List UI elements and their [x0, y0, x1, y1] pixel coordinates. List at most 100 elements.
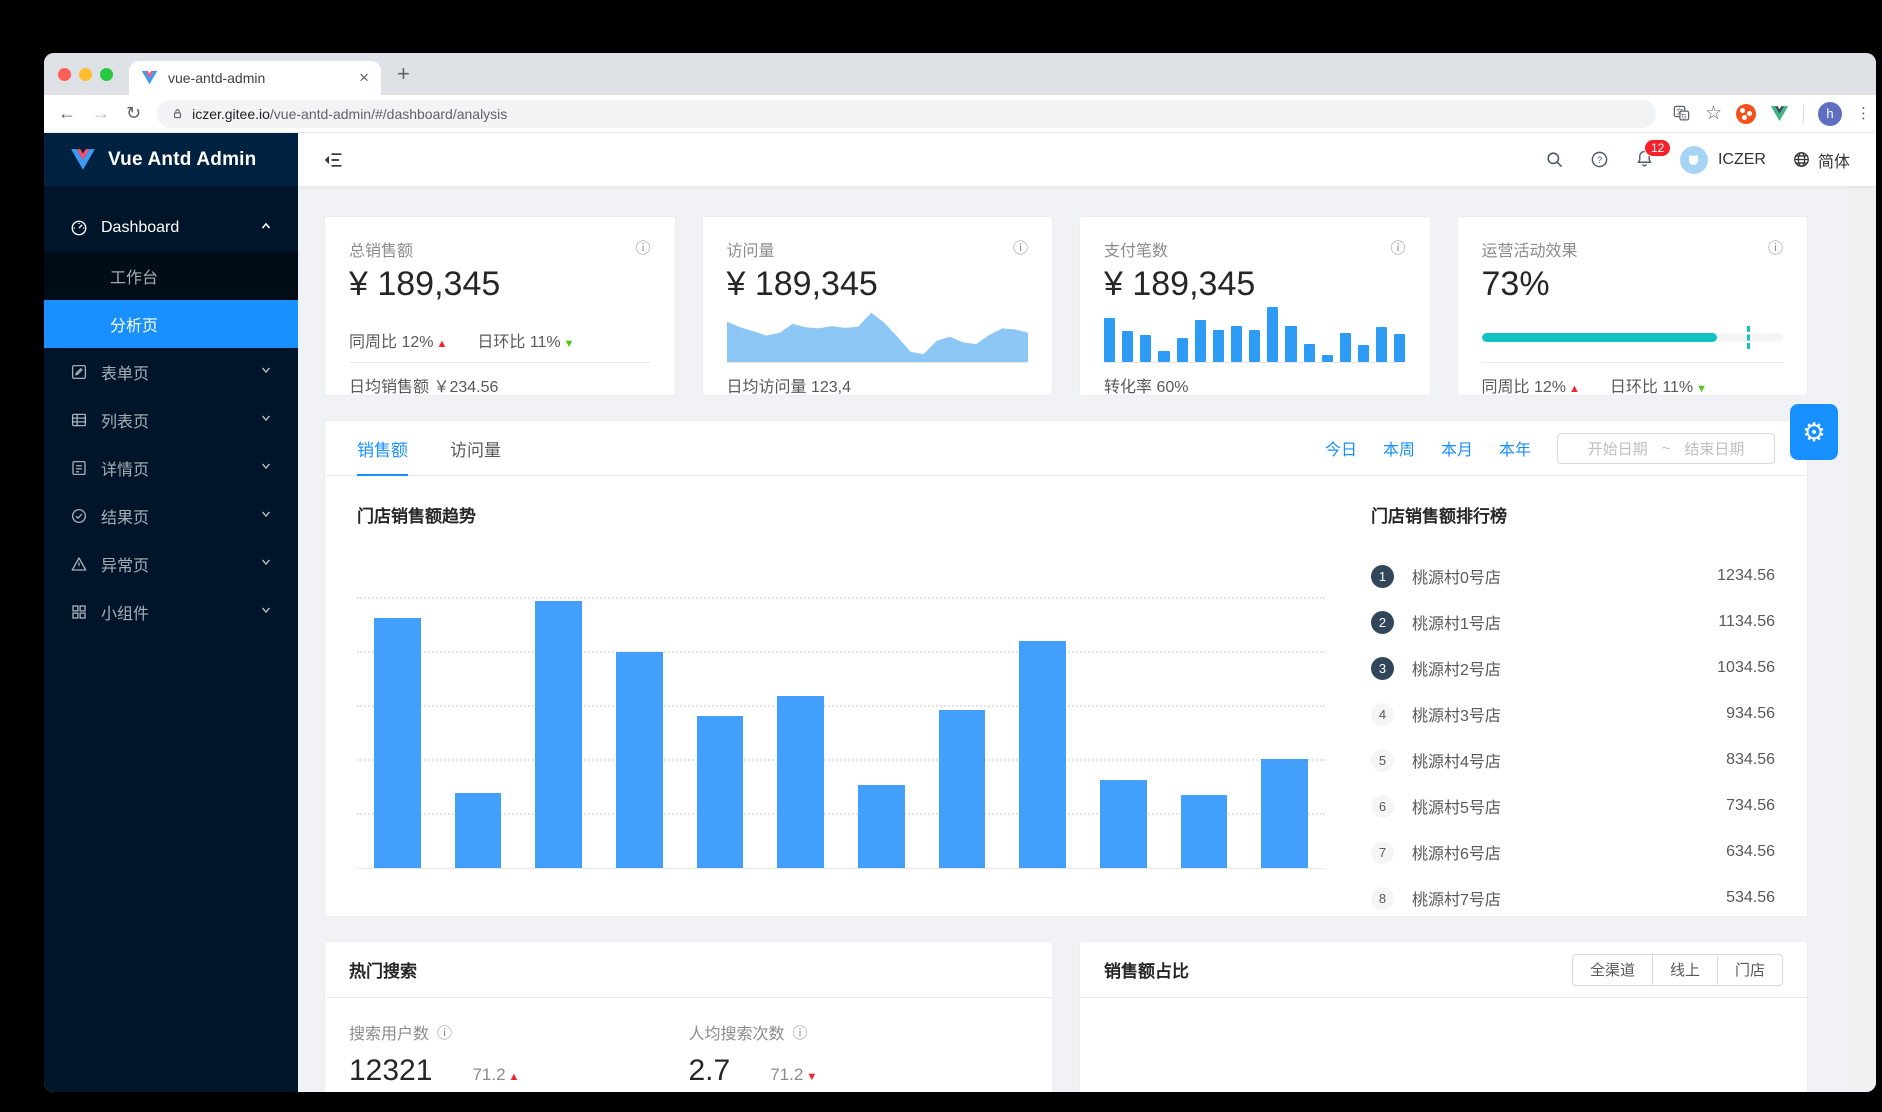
extension-icon-vue[interactable] [1770, 105, 1789, 123]
info-icon[interactable]: ⓘ [1767, 240, 1783, 257]
sidebar-item-form[interactable]: 表单页 [44, 348, 298, 396]
address-bar[interactable]: iczer.gitee.io/vue-antd-admin/#/dashboar… [157, 99, 1656, 128]
range-week[interactable]: 本周 [1382, 442, 1415, 459]
globe-icon [1792, 150, 1811, 169]
sidebar-item-list[interactable]: 列表页 [44, 396, 298, 444]
store-ranking-panel: 门店销售额排行榜 1 桃源村0号店 1234.56 2 桃源村1号店 1134.56 3 桃源… [1325, 502, 1775, 916]
bar-series [357, 569, 1325, 869]
search-icon[interactable] [1545, 150, 1564, 169]
sidebar-item-result[interactable]: 结果页 [44, 492, 298, 540]
mini-bar [1339, 332, 1351, 362]
sidebar-item-widgets[interactable]: 小组件 [44, 588, 298, 636]
date-range-picker[interactable]: 开始日期 ~ 结束日期 [1557, 432, 1775, 464]
new-tab-button[interactable]: + [397, 61, 410, 86]
mini-bar [1376, 327, 1388, 362]
language-switcher[interactable]: 简体 [1792, 148, 1850, 172]
promotion-progress [1481, 326, 1783, 349]
range-controls: 今日 本周 本月 本年 开始日期 ~ 结束日期 [1325, 421, 1775, 475]
rank-badge: 7 [1371, 840, 1394, 864]
info-icon[interactable]: ⓘ [635, 240, 651, 257]
bar-slot [1164, 569, 1245, 869]
day-trend: 日环比 11% ▼ [1609, 379, 1708, 396]
bar-slot [760, 569, 841, 869]
reload-button[interactable]: ↻ [126, 103, 142, 123]
stat-value: ¥ 189,345 [726, 265, 878, 303]
info-icon[interactable]: ⓘ [1390, 240, 1406, 257]
store-name: 桃源村7号店 [1412, 892, 1501, 909]
store-name: 桃源村0号店 [1412, 570, 1501, 587]
url-text[interactable]: iczer.gitee.io/vue-antd-admin/#/dashboar… [192, 105, 508, 122]
info-icon[interactable]: ⓘ [792, 1024, 808, 1042]
range-month[interactable]: 本月 [1440, 442, 1473, 459]
scrollbar[interactable] [1848, 133, 1876, 1092]
browser-menu-icon[interactable]: ⋮ [1856, 105, 1871, 122]
main-column: 12 ICZER 简体 [298, 133, 1876, 1092]
channel-all-button[interactable]: 全渠道 [1571, 953, 1653, 986]
user-menu[interactable]: ICZER [1679, 145, 1766, 174]
channel-store-button[interactable]: 门店 [1716, 953, 1783, 986]
tab-sales[interactable]: 销售额 [357, 421, 408, 476]
channel-online-button[interactable]: 线上 [1651, 953, 1718, 986]
stat-value: 73% [1481, 265, 1550, 303]
sidebar-item-dashboard[interactable]: Dashboard [44, 204, 298, 252]
browser-window: vue-antd-admin × + ← → ↻ iczer.gitee.io/… [44, 53, 1876, 1092]
info-icon[interactable]: ⓘ [1012, 240, 1028, 257]
close-window-button[interactable] [58, 67, 71, 81]
form-icon [70, 363, 88, 381]
translate-icon[interactable] [1672, 104, 1691, 123]
store-name: 桃源村2号店 [1412, 662, 1501, 679]
bar [373, 617, 421, 869]
range-today[interactable]: 今日 [1324, 442, 1357, 459]
notification-bell[interactable]: 12 [1635, 138, 1672, 172]
minimize-window-button[interactable] [79, 67, 92, 81]
table-icon [70, 411, 88, 429]
extension-icon-orange[interactable] [1736, 103, 1756, 124]
metric-trend: 71.2 ▼ [770, 1065, 818, 1084]
notification-badge: 12 [1643, 138, 1672, 157]
bar [535, 600, 583, 869]
sidebar-item-exception[interactable]: 异常页 [44, 540, 298, 588]
app-logo[interactable]: Vue Antd Admin [44, 133, 298, 186]
settings-fab[interactable]: ⚙ [1790, 404, 1838, 460]
caret-up-icon: ▲ [508, 1071, 520, 1083]
stat-title: 支付笔数 [1104, 243, 1169, 260]
browser-profile-avatar[interactable]: h [1818, 101, 1842, 126]
chart-title: 门店销售额趋势 [357, 507, 476, 526]
tab-title: vue-antd-admin [168, 70, 266, 86]
range-year[interactable]: 本年 [1498, 442, 1531, 459]
back-button[interactable]: ← [58, 103, 76, 123]
info-icon[interactable]: ⓘ [437, 1024, 453, 1042]
browser-tab[interactable]: vue-antd-admin × [129, 61, 381, 95]
store-name: 桃源村3号店 [1412, 708, 1501, 725]
bookmark-star-icon[interactable]: ☆ [1704, 103, 1722, 124]
gridline [357, 651, 1325, 653]
metric-value: 2.7 [688, 1054, 731, 1087]
sidebar-item-workbench[interactable]: 工作台 [110, 270, 159, 287]
metric-value: 12321 [349, 1054, 433, 1087]
bar [857, 785, 905, 869]
gridline [357, 813, 1325, 815]
menu-fold-icon[interactable] [324, 150, 344, 170]
date-end-placeholder: 结束日期 [1684, 440, 1745, 458]
question-circle-icon[interactable] [1590, 150, 1609, 169]
sidebar-item-analysis[interactable]: 分析页 [44, 300, 298, 348]
metric-trend: 71.2 ▲ [472, 1065, 520, 1084]
mini-bar [1394, 334, 1406, 362]
toolbar-actions: ☆ h ⋮ [1672, 101, 1871, 126]
promotion-progress-fill [1481, 333, 1717, 342]
zoom-window-button[interactable] [100, 67, 113, 81]
rank-badge: 1 [1371, 564, 1394, 588]
sidebar-item-detail[interactable]: 详情页 [44, 444, 298, 492]
forward-button[interactable]: → [92, 103, 110, 123]
traffic-lights[interactable] [58, 67, 113, 81]
ranking-list: 1 桃源村0号店 1234.56 2 桃源村1号店 1134.56 3 桃源村2号店 1034.… [1371, 553, 1775, 916]
ranking-row: 5 桃源村4号店 834.56 [1371, 737, 1775, 783]
vue-favicon [141, 70, 158, 86]
mini-bar [1212, 329, 1224, 362]
bar-slot [518, 569, 599, 869]
tab-visits[interactable]: 访问量 [450, 440, 501, 460]
bar [696, 716, 744, 869]
close-tab-icon[interactable]: × [359, 68, 369, 87]
promotion-progress-marker [1746, 326, 1750, 349]
bar [454, 792, 502, 869]
